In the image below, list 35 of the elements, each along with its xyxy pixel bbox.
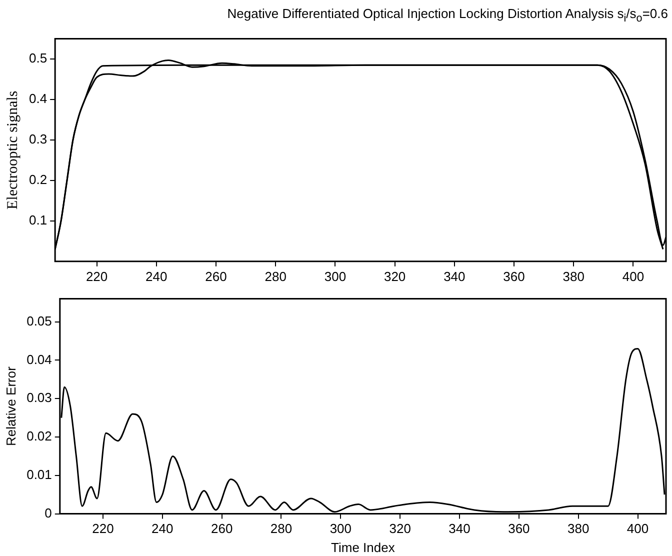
- x-tick-label: 400: [622, 268, 644, 284]
- chart-title: Negative Differentiated Optical Injection Locking Distortion Analysis s$_{i}$/s$_{o}$=0.6: [226, 5, 669, 27]
- x-tick-label: 400: [626, 521, 649, 536]
- x-tick-label: 240: [146, 268, 168, 284]
- y-axis-title: Relative Error: [3, 366, 18, 446]
- x-tick-label: 340: [448, 521, 470, 536]
- x-tick-label: 280: [270, 521, 292, 536]
- x-tick-label: 260: [205, 268, 227, 284]
- y-tick-label: 0.05: [26, 313, 52, 328]
- y-tick-label: 0.02: [26, 428, 52, 444]
- x-tick-label: 380: [562, 268, 584, 284]
- y-axis-title: Electrooptic signals: [4, 90, 21, 210]
- x-tick-label: 240: [152, 521, 174, 536]
- y-tick-label: 0.04: [26, 352, 52, 367]
- y-tick-label: 0.4: [28, 91, 48, 106]
- x-tick-label: 360: [503, 268, 525, 284]
- x-tick-label: 380: [568, 521, 590, 536]
- x-tick-label: 320: [389, 521, 411, 536]
- y-tick-label: 0.2: [28, 172, 48, 188]
- x-tick-label: 300: [330, 521, 352, 536]
- y-tick-label: 0.3: [28, 132, 48, 147]
- y-tick-label: 0.1: [28, 212, 48, 228]
- y-tick-label: 0: [44, 505, 52, 520]
- x-tick-label: 280: [264, 268, 286, 284]
- x-tick-label: 260: [210, 521, 233, 536]
- x-tick-label: 360: [508, 521, 530, 536]
- x-tick-label: 220: [86, 268, 108, 284]
- x-tick-label: 340: [444, 268, 466, 284]
- y-tick-label: 0.5: [28, 50, 48, 66]
- y-tick-label: 0.03: [26, 390, 52, 406]
- x-axis-title: Time Index: [331, 540, 396, 555]
- x-tick-label: 220: [92, 521, 114, 536]
- x-tick-label: 300: [324, 268, 346, 284]
- x-tick-label: 320: [384, 268, 406, 284]
- y-tick-label: 0.01: [26, 466, 52, 482]
